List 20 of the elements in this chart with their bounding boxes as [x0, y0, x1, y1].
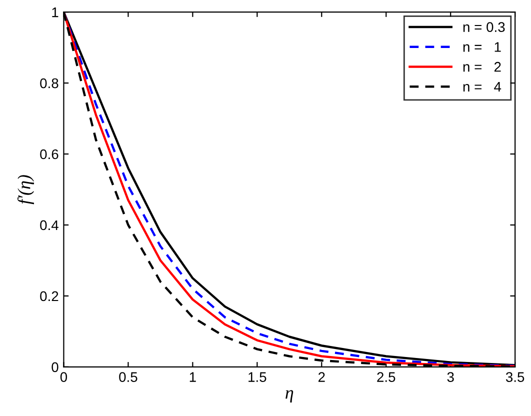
x-tick-label: 3 — [447, 372, 454, 382]
x-tick-label: 2 — [318, 372, 325, 382]
x-tick-label: 2.5 — [377, 372, 396, 382]
y-tick-label: 0.4 — [40, 220, 58, 230]
legend-label: n = 2 — [463, 62, 501, 72]
x-tick-label: 1.5 — [248, 372, 266, 382]
y-tick-label: 0.8 — [40, 78, 58, 88]
y-tick-label: 1 — [52, 8, 58, 18]
x-tick-label: 0 — [60, 372, 68, 382]
y-tick-label: 0.6 — [40, 149, 58, 160]
legend-label: n = 4 — [463, 82, 502, 92]
legend-label: n = 0.3 — [463, 22, 505, 32]
x-axis-title: η — [286, 390, 294, 402]
x-tick-label: 3.5 — [506, 372, 524, 382]
x-tick-label: 1 — [190, 372, 196, 382]
y-tick-label: 0.2 — [40, 291, 58, 302]
y-tick-label: 0 — [52, 362, 58, 372]
x-tick-label: 0.5 — [119, 372, 138, 382]
y-axis-title: f′(η) — [17, 175, 34, 204]
legend-label: n = 1 — [463, 42, 501, 52]
